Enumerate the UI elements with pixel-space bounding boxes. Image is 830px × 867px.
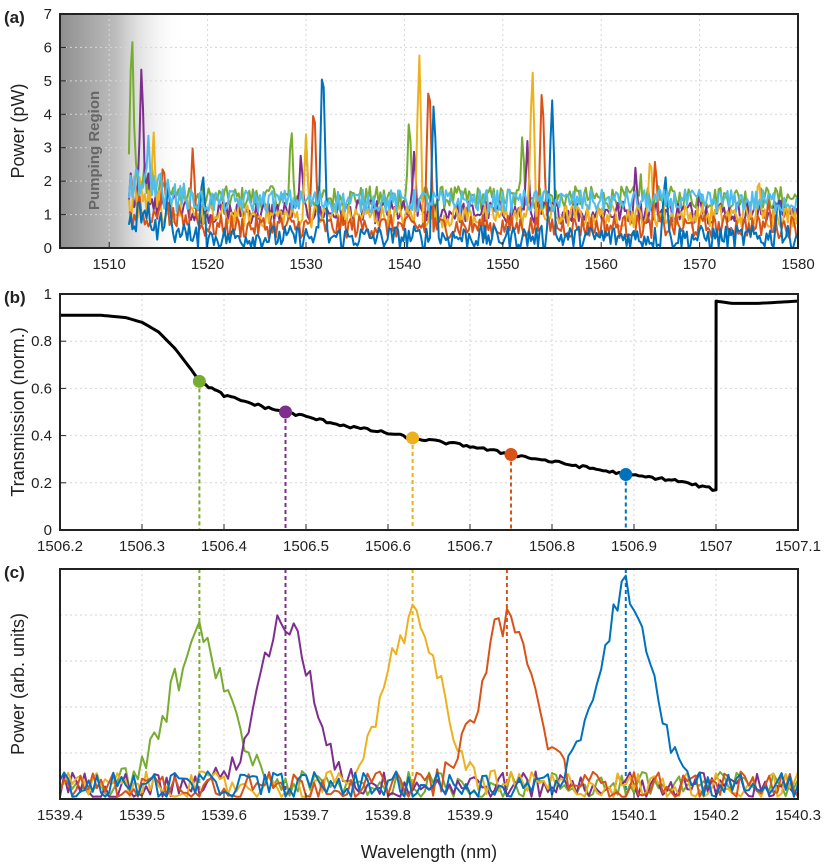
y-tick-label: 0.6 — [31, 380, 52, 397]
panel-a: 1510 1520 1530 1540 1550 1560 1570 1580 0 1 2 3 4 5 6 7… — [4, 6, 815, 273]
panel-a-label: (a) — [4, 8, 25, 27]
x-tick-label: 1539.6 — [201, 807, 247, 824]
transmission-marker — [619, 468, 633, 482]
y-tick-label: 0.8 — [31, 333, 52, 350]
panel-c-frame — [59, 568, 799, 800]
x-tick-label: 1506.6 — [365, 538, 411, 555]
panel-a-ylabel: Power (pW) — [8, 83, 28, 178]
panel-b-grid — [59, 293, 799, 531]
panel-c-ylabel: Power (arb. units) — [8, 613, 28, 755]
panel-c-ticks: 1539.4 1539.5 1539.6 1539.7 1539.8 1539.9 1540… — [37, 793, 821, 824]
x-tick-label: 1520 — [191, 256, 224, 273]
x-tick-label: 1540.1 — [611, 807, 657, 824]
panel-c-label: (c) — [4, 563, 25, 582]
panel-b-frame — [59, 293, 799, 531]
x-tick-label: 1580 — [781, 256, 814, 273]
x-tick-label: 1560 — [585, 256, 618, 273]
y-tick-label: 0 — [44, 522, 52, 539]
x-tick-label: 1506.5 — [283, 538, 329, 555]
y-tick-label: 6 — [44, 39, 52, 56]
x-tick-label: 1506.8 — [529, 538, 575, 555]
transmission-marker — [406, 431, 420, 445]
y-tick-label: 3 — [44, 140, 52, 157]
x-tick-label: 1539.8 — [365, 807, 411, 824]
series-line-a — [127, 41, 798, 211]
series-line-a — [127, 54, 798, 229]
panel-b-lines — [60, 299, 798, 492]
x-tick-label: 1540.3 — [775, 807, 821, 824]
x-tick-label: 1540.2 — [693, 807, 739, 824]
pumping-region-label: Pumping Region — [86, 91, 103, 210]
y-tick-label: 0 — [44, 240, 52, 257]
x-tick-label: 1570 — [683, 256, 716, 273]
spectrum-line — [60, 574, 798, 798]
x-tick-label: 1510 — [93, 256, 126, 273]
panel-b-ylabel: Transmission (norm.) — [8, 327, 28, 496]
x-tick-label: 1506.3 — [119, 538, 165, 555]
spectrum-line — [60, 607, 798, 798]
x-tick-label: 1506.2 — [37, 538, 83, 555]
y-tick-label: 7 — [44, 6, 52, 23]
x-tick-label: 1506.4 — [201, 538, 247, 555]
spectrum-line — [60, 620, 798, 798]
series-line-a — [128, 92, 798, 240]
x-tick-label: 1539.9 — [447, 807, 493, 824]
y-tick-label: 2 — [44, 173, 52, 190]
y-tick-label: 1 — [44, 286, 52, 303]
x-tick-label: 1506.9 — [611, 538, 657, 555]
panel-a-lines — [127, 41, 798, 248]
x-tick-label: 1539.5 — [119, 807, 165, 824]
x-tick-label: 1539.7 — [283, 807, 329, 824]
transmission-marker — [279, 405, 292, 419]
panel-b-ticks: 1506.2 1506.3 1506.4 1506.5 1506.6 1506.7 1506… — [31, 286, 821, 555]
x-tick-label: 1530 — [289, 256, 322, 273]
transmission-line — [60, 299, 798, 492]
x-tick-label: 1507.1 — [775, 538, 821, 555]
panel-a-ticks: 1510 1520 1530 1540 1550 1560 1570 1580 0 1 2 3 4 5 6 7 — [44, 6, 815, 273]
panel-a-frame — [59, 13, 799, 249]
spectrum-line — [60, 614, 798, 798]
x-tick-label: 1550 — [486, 256, 519, 273]
x-tick-label: 1507 — [699, 538, 732, 555]
panel-c-drop-lines — [198, 569, 627, 799]
y-tick-label: 1 — [44, 207, 52, 224]
panel-b-drop-lines — [192, 374, 633, 530]
panel-c-lines — [60, 574, 798, 798]
panel-b: 1506.2 1506.3 1506.4 1506.5 1506.6 1506.7 1506… — [4, 286, 821, 555]
y-tick-label: 0.2 — [31, 475, 52, 492]
series-line-a — [127, 134, 798, 214]
panel-b-label: (b) — [4, 288, 26, 307]
spectrum-line — [60, 603, 798, 798]
transmission-marker — [504, 447, 518, 461]
x-tick-label: 1539.4 — [37, 807, 83, 824]
panel-c: 1539.4 1539.5 1539.6 1539.7 1539.8 1539.9 1540… — [4, 563, 821, 862]
x-tick-label: 1540 — [535, 807, 568, 824]
y-tick-label: 5 — [44, 73, 52, 90]
x-tick-label: 1540 — [388, 256, 421, 273]
y-tick-label: 0.4 — [31, 428, 52, 445]
series-line-a — [127, 78, 798, 248]
x-tick-label: 1506.7 — [447, 538, 493, 555]
y-tick-label: 4 — [44, 106, 52, 123]
x-axis-label: Wavelength (nm) — [361, 842, 497, 862]
transmission-marker — [192, 374, 206, 388]
